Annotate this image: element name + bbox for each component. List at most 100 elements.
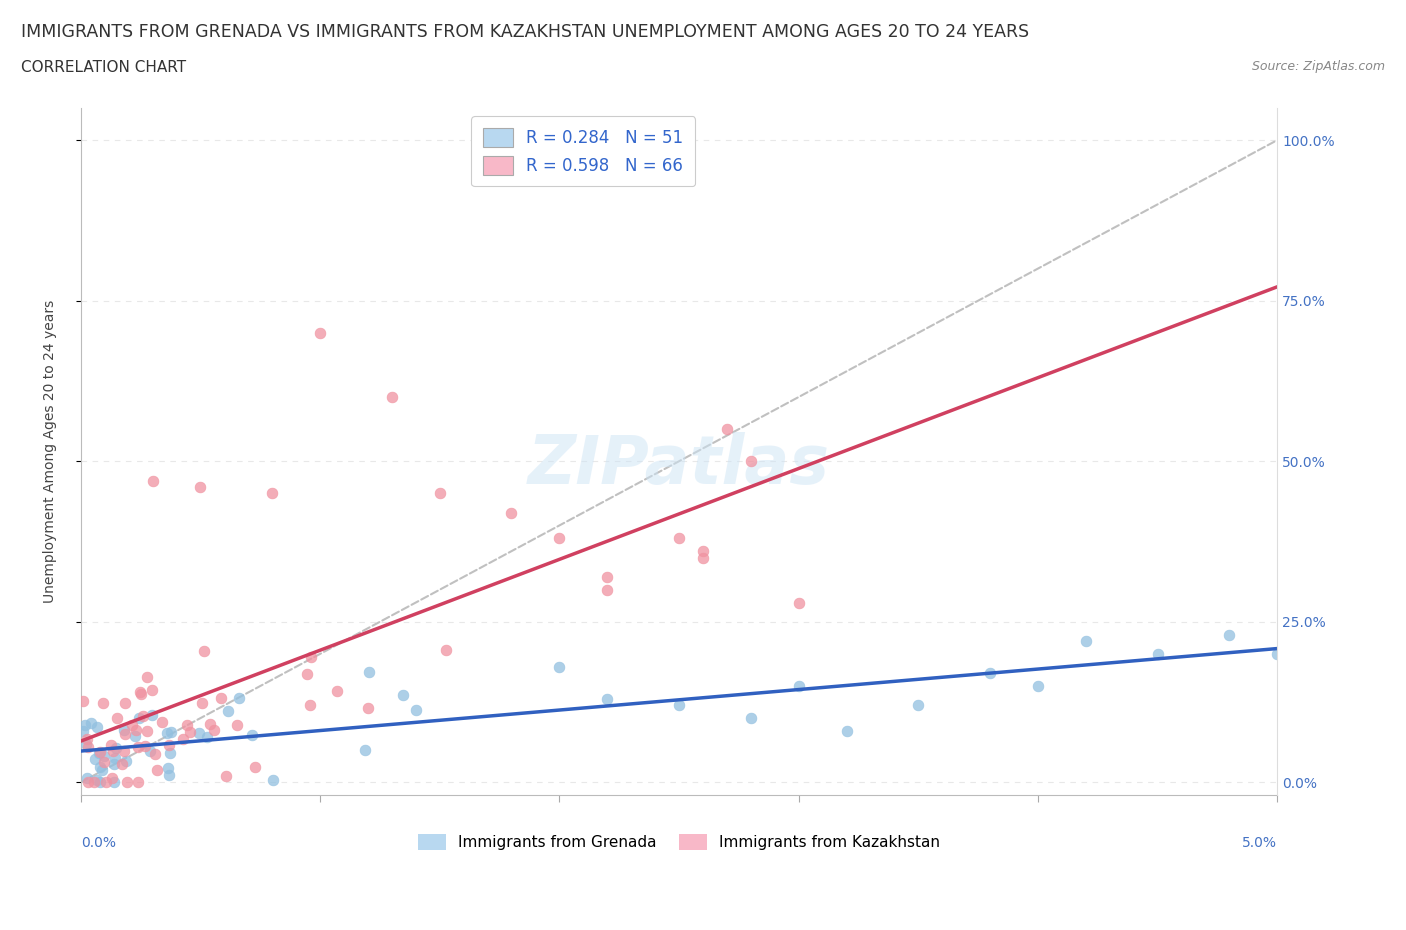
Point bbox=[94, 775, 117, 790]
Point bbox=[134, 738, 156, 753]
Text: 0.0%: 0.0% bbox=[80, 836, 115, 850]
Point bbox=[156, 725, 179, 740]
Point bbox=[141, 682, 163, 697]
Point bbox=[187, 725, 209, 740]
Point bbox=[835, 724, 858, 738]
Point bbox=[716, 421, 738, 436]
Point bbox=[100, 738, 122, 753]
Point bbox=[179, 724, 201, 739]
Point bbox=[176, 717, 198, 732]
Point bbox=[692, 544, 714, 559]
Point bbox=[217, 703, 239, 718]
Point bbox=[405, 702, 427, 717]
Point bbox=[83, 775, 105, 790]
Point bbox=[124, 728, 146, 743]
Point bbox=[172, 731, 194, 746]
Point bbox=[141, 708, 163, 723]
Point bbox=[1218, 627, 1240, 642]
Point bbox=[548, 659, 571, 674]
Point bbox=[72, 694, 94, 709]
Point bbox=[114, 726, 136, 741]
Point bbox=[692, 551, 714, 565]
Point bbox=[89, 759, 111, 774]
Point bbox=[75, 717, 97, 732]
Point bbox=[740, 711, 762, 725]
Point bbox=[100, 771, 122, 786]
Point bbox=[115, 775, 138, 790]
Point bbox=[105, 711, 128, 725]
Point bbox=[150, 714, 173, 729]
Point bbox=[1265, 646, 1288, 661]
Point bbox=[76, 771, 98, 786]
Point bbox=[76, 731, 98, 746]
Point bbox=[787, 595, 810, 610]
Point bbox=[160, 724, 183, 739]
Point bbox=[86, 720, 108, 735]
Point bbox=[93, 755, 115, 770]
Point bbox=[596, 582, 619, 597]
Point bbox=[91, 762, 114, 777]
Point bbox=[146, 763, 169, 777]
Point bbox=[121, 718, 143, 733]
Point bbox=[354, 743, 377, 758]
Point bbox=[84, 751, 107, 766]
Point bbox=[209, 691, 232, 706]
Point bbox=[740, 454, 762, 469]
Point bbox=[309, 326, 332, 340]
Point bbox=[132, 709, 155, 724]
Point bbox=[228, 691, 250, 706]
Point bbox=[297, 667, 319, 682]
Point bbox=[114, 753, 136, 768]
Point bbox=[979, 666, 1001, 681]
Point bbox=[191, 695, 214, 710]
Point bbox=[77, 775, 100, 790]
Point bbox=[112, 723, 135, 737]
Point bbox=[86, 773, 108, 788]
Point bbox=[202, 723, 225, 737]
Point bbox=[75, 737, 97, 751]
Point bbox=[157, 767, 180, 782]
Point bbox=[79, 716, 101, 731]
Legend: Immigrants from Grenada, Immigrants from Kazakhstan: Immigrants from Grenada, Immigrants from… bbox=[412, 828, 946, 857]
Text: 5.0%: 5.0% bbox=[1243, 836, 1277, 850]
Point bbox=[225, 717, 247, 732]
Point bbox=[125, 722, 148, 737]
Point bbox=[128, 684, 150, 699]
Point bbox=[136, 724, 159, 738]
Point bbox=[157, 761, 180, 776]
Text: Source: ZipAtlas.com: Source: ZipAtlas.com bbox=[1251, 60, 1385, 73]
Point bbox=[548, 531, 571, 546]
Point bbox=[243, 760, 266, 775]
Text: CORRELATION CHART: CORRELATION CHART bbox=[21, 60, 186, 75]
Point bbox=[596, 691, 619, 706]
Point bbox=[193, 644, 215, 659]
Point bbox=[198, 717, 221, 732]
Point bbox=[129, 687, 152, 702]
Point bbox=[392, 687, 415, 702]
Point bbox=[111, 757, 134, 772]
Point bbox=[381, 390, 404, 405]
Point bbox=[262, 485, 284, 500]
Point bbox=[93, 748, 115, 763]
Point bbox=[72, 724, 94, 738]
Point bbox=[159, 746, 181, 761]
Point bbox=[1074, 633, 1097, 648]
Point bbox=[214, 768, 236, 783]
Point bbox=[596, 569, 619, 584]
Point bbox=[143, 746, 166, 761]
Point bbox=[127, 775, 149, 790]
Point bbox=[326, 684, 349, 698]
Point bbox=[1026, 679, 1049, 694]
Text: IMMIGRANTS FROM GRENADA VS IMMIGRANTS FROM KAZAKHSTAN UNEMPLOYMENT AMONG AGES 20: IMMIGRANTS FROM GRENADA VS IMMIGRANTS FR… bbox=[21, 23, 1029, 41]
Point bbox=[77, 739, 100, 754]
Point bbox=[136, 670, 159, 684]
Point bbox=[787, 679, 810, 694]
Point bbox=[262, 773, 284, 788]
Point bbox=[299, 649, 322, 664]
Point bbox=[139, 743, 162, 758]
Point bbox=[357, 664, 380, 679]
Point bbox=[127, 740, 149, 755]
Point bbox=[89, 745, 111, 760]
Point bbox=[1146, 646, 1168, 661]
Point bbox=[141, 473, 163, 488]
